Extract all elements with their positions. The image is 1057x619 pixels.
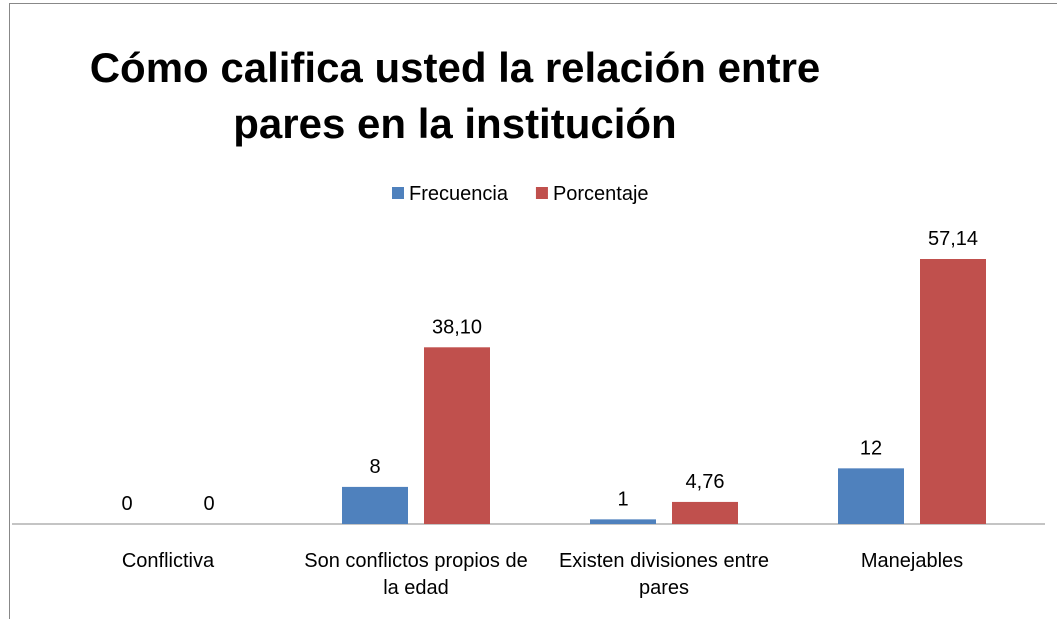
x-tick-label: Son conflictos propios de la edad [304,550,528,599]
data-label: 0 [121,493,132,515]
x-tick-label: Existen divisiones entre pares [558,550,770,599]
bar [342,486,408,524]
legend-label: Porcentaje [553,183,649,205]
data-label: 0 [203,493,214,515]
bar [920,259,986,524]
bar [838,468,904,524]
legend-swatch [535,187,548,199]
data-label: 57,14 [928,228,978,250]
legend-label: Frecuencia [409,183,509,205]
chart-border [9,3,1057,619]
data-label: 38,10 [432,316,482,338]
x-tick-label: Manejables [860,550,964,572]
bar [424,347,490,524]
chart-title: Cómo califica usted la relación entre pa… [89,44,821,147]
legend-swatch [392,187,404,199]
x-tick-label: Conflictiva [121,550,215,572]
data-label: 8 [369,456,380,478]
bar [590,519,656,524]
bar [672,501,738,524]
data-label: 1 [617,488,628,510]
data-label: 4,76 [686,471,725,493]
data-label: 12 [860,437,882,459]
